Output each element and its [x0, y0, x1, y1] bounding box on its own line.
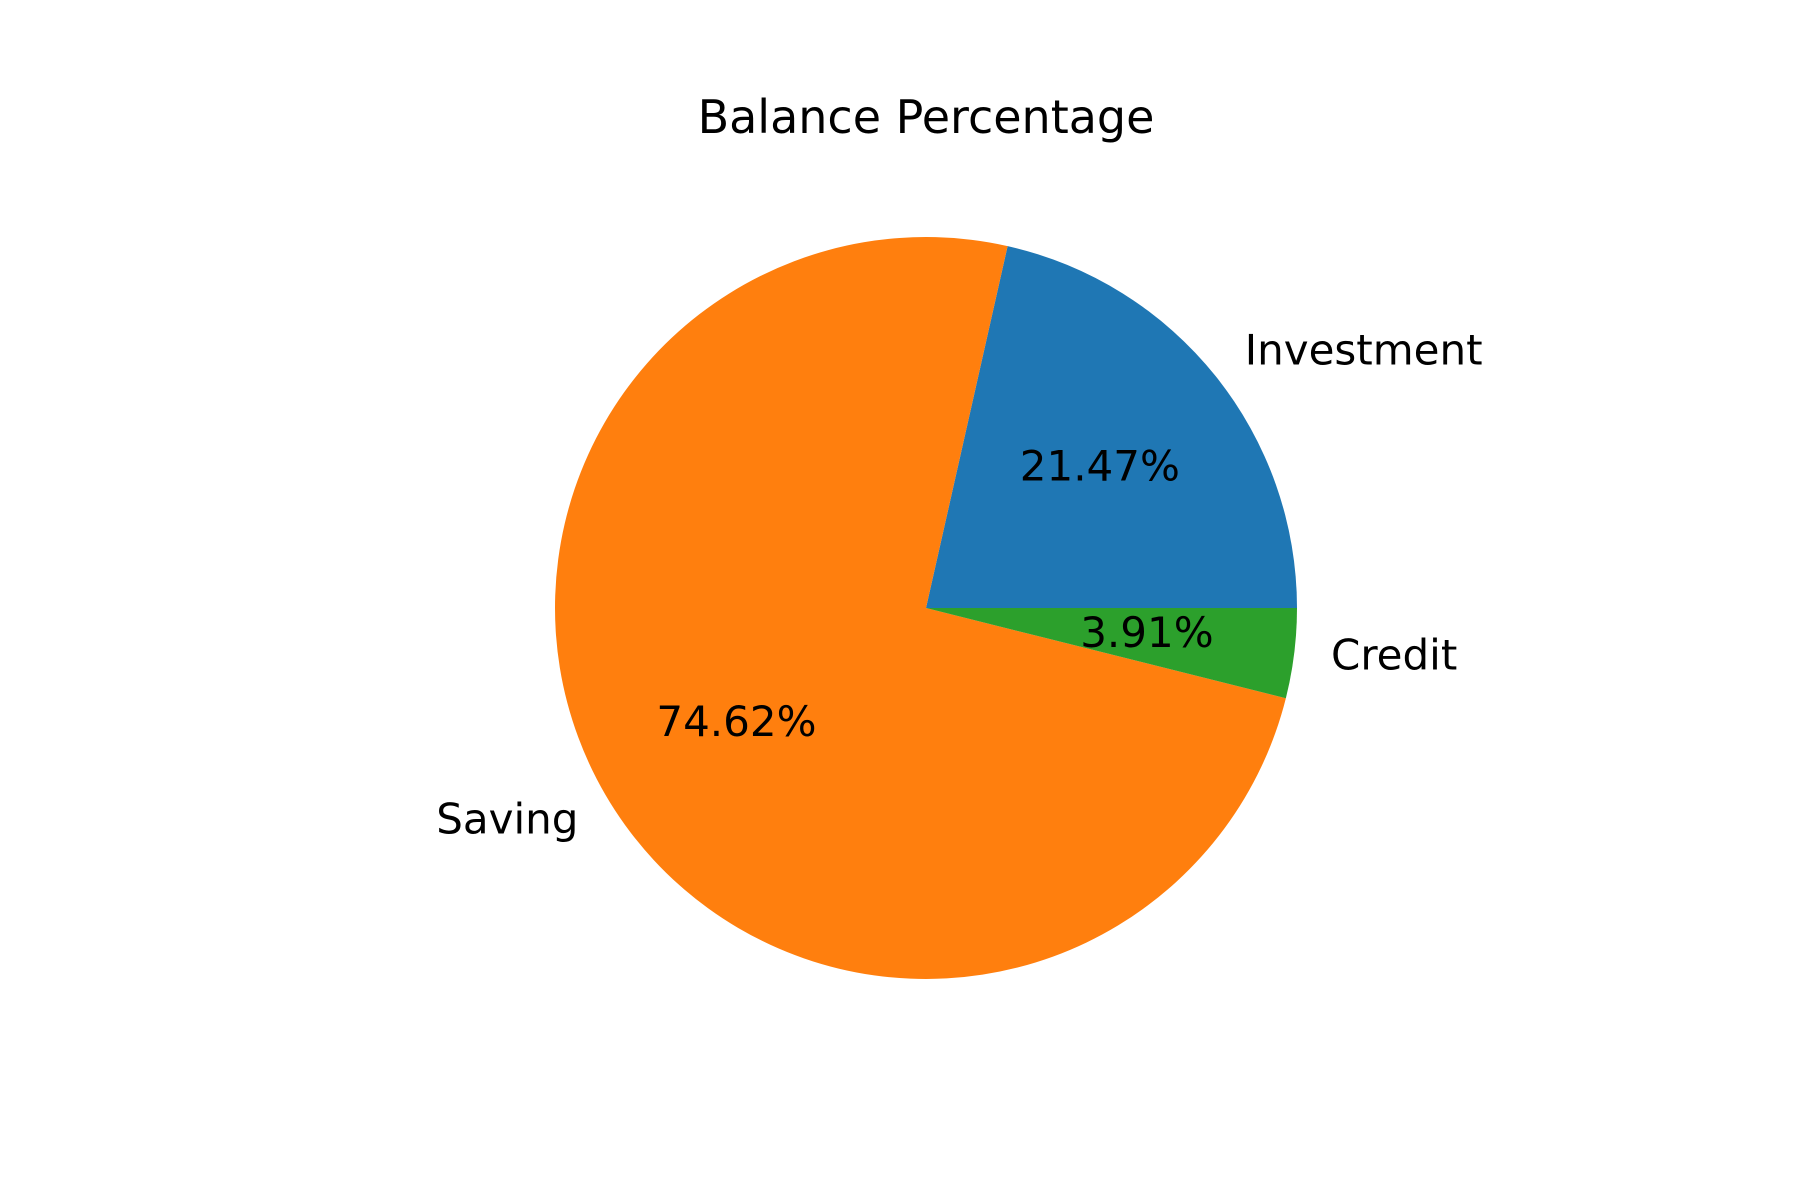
- pie-slice-credit: [926, 608, 1297, 699]
- slice-label-saving: Saving: [436, 794, 578, 843]
- chart-title: Balance Percentage: [698, 90, 1155, 144]
- pie-labels: Investment 21.47% Saving 74.62% Credit 3.91%: [436, 326, 1482, 844]
- slice-label-investment: Investment: [1245, 326, 1483, 375]
- pie-slice-investment: [926, 246, 1297, 608]
- pct-label-saving: 74.62%: [656, 697, 816, 746]
- pie-slices: [555, 237, 1297, 979]
- slice-label-credit: Credit: [1331, 631, 1457, 680]
- pie-slice-saving: [555, 237, 1286, 979]
- pct-label-investment: 21.47%: [1020, 441, 1180, 490]
- pct-label-credit: 3.91%: [1080, 608, 1213, 657]
